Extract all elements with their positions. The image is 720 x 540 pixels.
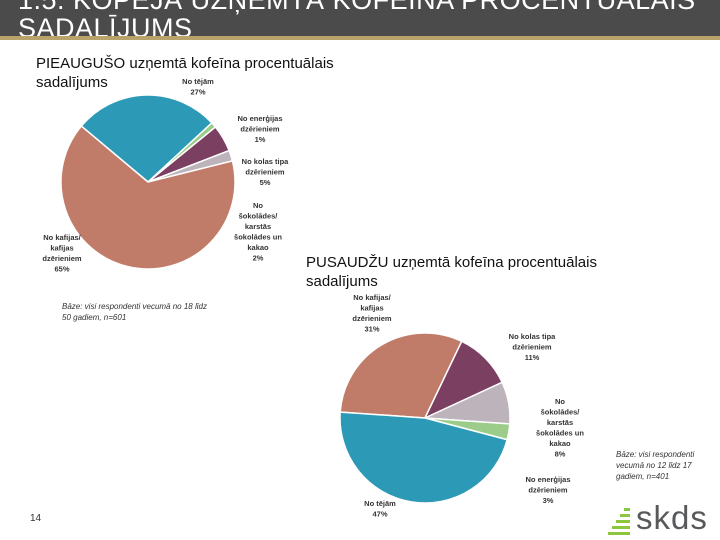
pie-slice-coffee: [60, 125, 236, 270]
slice-label-cola: No kolas tipa dzērieniem 5%: [242, 157, 290, 187]
slice-label-tea: No tējām 47%: [364, 499, 396, 519]
slice-label-cola: No kolas tipa dzērieniem 11%: [509, 332, 557, 362]
teen-base-note: Bāze: visi respondenti vecumā no 12 līdz…: [616, 450, 695, 481]
slide-title: 1.5. KOPĒJĀ UZŅEMTĀ KOFEĪNA PROCENTUĀLAI…: [18, 0, 696, 36]
slice-label-coffee: No kafijas/kafijas dzērieniem 31%: [352, 293, 392, 334]
page-number: 14: [30, 513, 42, 524]
logo-text: skds: [636, 499, 708, 536]
slice-label-coffee: No kafijas/kafijas dzērieniem 65%: [42, 233, 82, 274]
logo-bars-icon: [608, 508, 630, 535]
slice-label-chocolate: No šokolādes/karstās šokolādes un kakao 2%: [234, 201, 282, 263]
teen-pie: No kafijas/kafijas dzērieniem 31% No kolas …: [339, 293, 584, 519]
pie-slice-coffee: [339, 332, 463, 419]
slide-header: 1.5. KOPĒJĀ UZŅEMTĀ KOFEĪNA PROCENTUĀLAI…: [0, 0, 720, 36]
teen-chart-title: PUSAUDŽU uzņemtā kofeīna procentuālais s…: [306, 254, 597, 290]
pie-slice-tea: [339, 411, 509, 504]
slice-label-tea: No tējām 27%: [182, 77, 214, 97]
skds-logo: skds: [606, 496, 720, 540]
adult-pie: No tējām 27% No enerģijas dzērieniem 1% No ko…: [42, 77, 289, 274]
header-divider: [0, 36, 720, 40]
slice-label-energy: No enerģijas dzērieniem 3%: [525, 475, 570, 505]
pie-slice-tea: [80, 94, 213, 183]
slice-label-energy: No enerģijas dzērieniem 1%: [237, 114, 282, 144]
adult-chart-title: PIEAUGUŠO uzņemtā kofeīna procentuālais …: [36, 55, 334, 91]
slice-label-chocolate: No šokolādes/karstās šokolādes un kakao 8%: [536, 397, 584, 459]
adult-base-note: Bāze: visi respondenti vecumā no 18 līdz…: [62, 302, 207, 322]
